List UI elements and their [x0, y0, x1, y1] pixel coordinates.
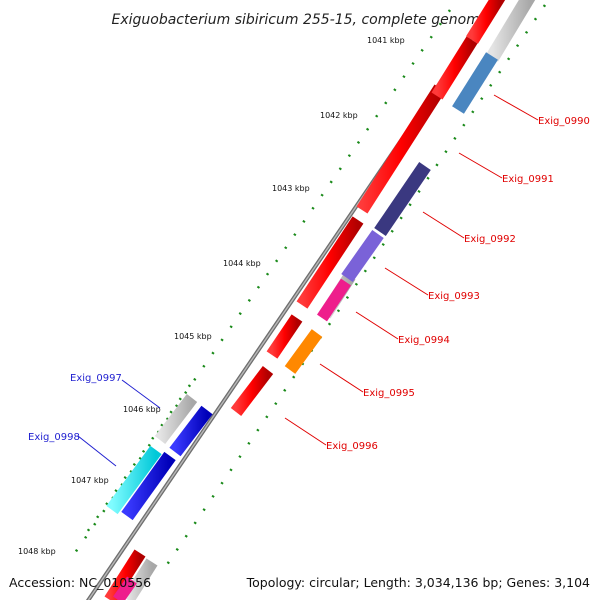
tick-label: 1045 kbp — [174, 332, 212, 341]
tick-labels: 1041 kbp 1042 kbp 1043 kbp 1044 kbp 1045… — [18, 36, 405, 556]
gene-label-exig-0990[interactable]: Exig_0990 — [538, 116, 590, 127]
tick-label: 1046 kbp — [123, 405, 161, 414]
map-title: Exiguobacterium sibiricum 255-15, comple… — [111, 12, 488, 28]
gc-track-outer — [68, 9, 452, 561]
cds-exig-0995[interactable] — [284, 329, 323, 374]
tick-label: 1047 kbp — [71, 476, 109, 485]
cds-blocks — [106, 52, 498, 600]
gene-label-exig-0992[interactable]: Exig_0992 — [464, 234, 516, 245]
cds-bottom-magenta — [113, 576, 137, 600]
cds-exig-0993[interactable] — [341, 229, 384, 283]
gene-label-exig-0994[interactable]: Exig_0994 — [398, 335, 450, 346]
accession-text: Accession: NC_010556 — [9, 575, 151, 590]
cds-exig-0997[interactable] — [169, 405, 213, 457]
cds-exig-0990[interactable] — [452, 52, 498, 114]
gene-labels: Exig_0990 Exig_0991 Exig_0992 Exig_0993 … — [28, 116, 590, 452]
tick-label: 1044 kbp — [223, 259, 261, 268]
tick-label: 1048 kbp — [18, 547, 56, 556]
gene-label-exig-0997[interactable]: Exig_0997 — [70, 373, 122, 384]
gene-label-exig-0991[interactable]: Exig_0991 — [502, 174, 554, 185]
cds-exig-0998-blue[interactable] — [121, 451, 176, 521]
tick-label: 1042 kbp — [320, 111, 358, 120]
gene-label-exig-0995[interactable]: Exig_0995 — [363, 388, 415, 399]
red-gene-track — [104, 0, 506, 600]
label-leaders — [77, 94, 539, 467]
cds-exig-0998[interactable] — [106, 445, 162, 515]
tick-label: 1043 kbp — [272, 184, 310, 193]
tick-label: 1041 kbp — [367, 36, 405, 45]
gene-label-exig-0996[interactable]: Exig_0996 — [326, 441, 378, 452]
gene-label-exig-0993[interactable]: Exig_0993 — [428, 291, 480, 302]
gene-label-exig-0998[interactable]: Exig_0998 — [28, 432, 80, 443]
cds-exig-0994[interactable] — [317, 278, 351, 322]
cds-exig-0992[interactable] — [374, 162, 431, 236]
gc-track-inner — [158, 4, 547, 576]
topology-text: Topology: circular; Length: 3,034,136 bp… — [246, 575, 590, 590]
